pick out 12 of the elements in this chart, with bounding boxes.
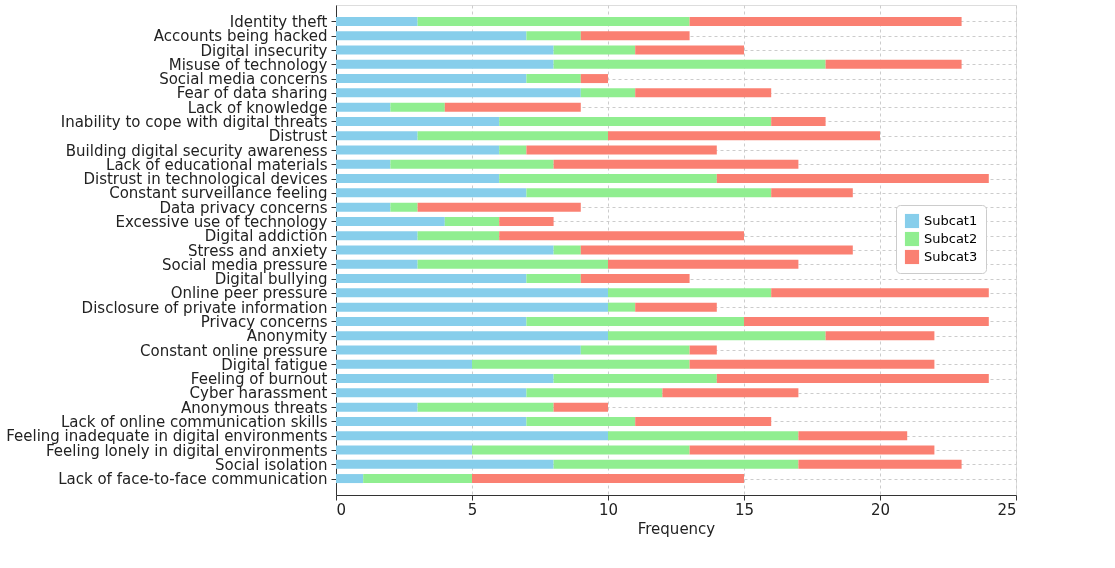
x-tick-label: 25 (997, 500, 1017, 519)
x-tick-label: 5 (467, 500, 478, 519)
legend-label: Subcat3 (924, 249, 978, 264)
legend-label: Subcat2 (924, 231, 978, 246)
x-axis-title: Frequency (637, 519, 716, 538)
legend-label: Subcat1 (924, 213, 978, 228)
y-tick-label: Distrust (268, 127, 328, 146)
x-tick-label: 10 (598, 500, 619, 519)
x-tick-label: 0 (336, 500, 347, 519)
y-tick-label: Lack of face-to-face communication (58, 470, 328, 489)
x-tick-label: 20 (870, 500, 891, 519)
x-tick-label: 15 (734, 500, 755, 519)
